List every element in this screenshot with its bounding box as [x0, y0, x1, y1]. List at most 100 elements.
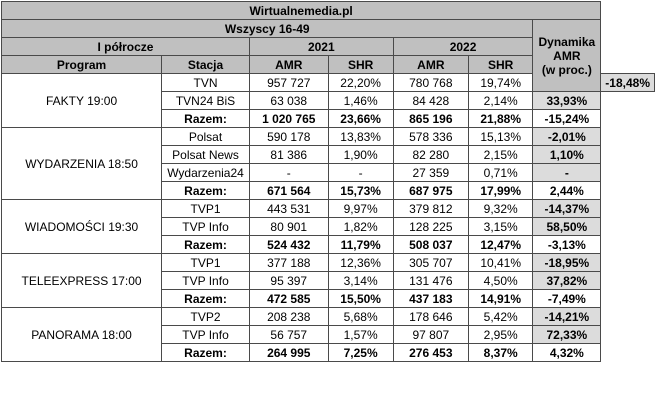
shr-2021-cell: 13,83% [327, 127, 394, 146]
shr-2021-cell: 1,82% [327, 217, 394, 236]
dynamika-cell: -14,37% [532, 199, 602, 218]
total-label: Razem: [161, 109, 250, 128]
shr-2022-cell: 15,13% [467, 127, 534, 146]
station-name: TVP2 [161, 307, 250, 326]
shr-2022-cell: 3,15% [467, 217, 534, 236]
amr-2022-cell: 687 975 [392, 181, 469, 200]
table-row: TELEEXPRESS 17:00 TVP1 377 188 12,36% 305 70… [0, 253, 655, 308]
station-name: TVP Info [161, 325, 250, 344]
amr-2021-cell: 443 531 [248, 199, 329, 218]
shr-2022-cell: 12,47% [467, 235, 534, 254]
amr-2022-cell: 27 359 [392, 163, 469, 182]
shr-2021-cell: 5,68% [327, 307, 394, 326]
dynamika-cell: 1,10% [532, 145, 602, 164]
shr-2021-cell: 22,20% [327, 73, 394, 92]
table-row: Polsat News 81 386 1,90% 82 280 2,15% 1,10% [2, 145, 655, 164]
amr-2021-cell: 377 188 [248, 253, 329, 272]
shr-2022-cell: 10,41% [467, 253, 534, 272]
amr-2022-cell: 865 196 [392, 109, 469, 128]
dynamika-cell: -3,13% [532, 235, 602, 254]
dynamika-header: Dynamika AMR (w proc.) [532, 19, 602, 92]
amr-2022-cell: 379 812 [392, 199, 469, 218]
amr-2022-column-header: AMR [392, 55, 469, 74]
shr-2022-cell: 0,71% [467, 163, 534, 182]
shr-2022-cell: 4,50% [467, 271, 534, 290]
amr-2021-column-header: AMR [248, 55, 329, 74]
station-name: Polsat [161, 127, 250, 146]
ratings-table: Wirtualnemedia.pl Wszyscy 16-49 Dynamika… [0, 1, 655, 362]
station-name: Polsat News [161, 145, 250, 164]
shr-2022-cell: 21,88% [467, 109, 534, 128]
audience-label: Wszyscy 16-49 [0, 19, 534, 38]
amr-2022-cell: 178 646 [392, 307, 469, 326]
total-row: Razem: 671 564 15,73% 687 975 17,99% 2,44% [2, 181, 655, 200]
amr-2022-cell: 780 768 [392, 73, 469, 92]
station-name: Wydarzenia24 [161, 163, 250, 182]
amr-2022-cell: 128 225 [392, 217, 469, 236]
shr-2021-cell: 11,79% [327, 235, 394, 254]
dynamika-cell: -18,48% [600, 73, 655, 92]
program-name: WYDARZENIA 18:50 [0, 127, 163, 200]
table-row: TVP Info 80 901 1,82% 128 225 3,15% 58,50% [2, 217, 655, 236]
station-name: TVP1 [161, 253, 250, 272]
shr-2022-cell: 8,37% [467, 343, 534, 362]
dynamika-line1: Dynamika [538, 34, 596, 49]
dynamika-cell: 33,93% [532, 91, 602, 110]
amr-2022-cell: 84 428 [392, 91, 469, 110]
table-body: Wirtualnemedia.pl Wszyscy 16-49 Dynamika… [0, 1, 655, 362]
amr-2021-cell: 264 995 [248, 343, 329, 362]
dynamika-line3: (w proc.) [541, 62, 592, 77]
program-column-header: Program [0, 55, 163, 74]
shr-2021-cell: 15,73% [327, 181, 394, 200]
dynamika-line2: AMR [553, 48, 581, 63]
table-row: FAKTY 19:00 TVN 957 727 22,20% 780 768 19,74%… [0, 73, 655, 128]
amr-2021-cell: 671 564 [248, 181, 329, 200]
shr-2022-cell: 19,74% [467, 73, 534, 92]
year-2022-header: 2022 [392, 37, 534, 56]
program-name: WIADOMOŚCI 19:30 [0, 199, 163, 254]
dynamika-cell: -14,21% [532, 307, 602, 326]
stacja-column-header: Stacja [161, 55, 250, 74]
shr-2021-cell: 12,36% [327, 253, 394, 272]
station-name: TVN24 BiS [161, 91, 250, 110]
amr-2021-cell: - [248, 163, 329, 182]
amr-2021-cell: 80 901 [248, 217, 329, 236]
total-label: Razem: [161, 181, 250, 200]
amr-2021-cell: 63 038 [248, 91, 329, 110]
shr-2021-cell: 3,14% [327, 271, 394, 290]
program-name: TELEEXPRESS 17:00 [0, 253, 163, 308]
shr-2021-cell: - [327, 163, 394, 182]
shr-2022-column-header: SHR [467, 55, 534, 74]
period-label: I półrocze [1, 37, 250, 56]
station-name: TVP1 [161, 199, 250, 218]
shr-2022-cell: 2,95% [467, 325, 534, 344]
amr-2021-cell: 590 178 [248, 127, 329, 146]
shr-2022-cell: 17,99% [467, 181, 534, 200]
amr-2022-cell: 578 336 [392, 127, 469, 146]
amr-2021-cell: 56 757 [248, 325, 329, 344]
total-label: Razem: [161, 343, 250, 362]
shr-2021-cell: 7,25% [327, 343, 394, 362]
shr-2021-cell: 1,57% [327, 325, 394, 344]
shr-2021-cell: 23,66% [327, 109, 394, 128]
shr-2022-cell: 5,42% [467, 307, 534, 326]
dynamika-cell: -7,49% [532, 289, 602, 308]
shr-2021-cell: 15,50% [327, 289, 394, 308]
shr-2022-cell: 9,32% [467, 199, 534, 218]
station-name: TVP Info [161, 217, 250, 236]
dynamika-cell: 58,50% [532, 217, 602, 236]
table-row: TVP Info 56 757 1,57% 97 807 2,95% 72,33% [2, 325, 655, 344]
amr-2022-cell: 276 453 [392, 343, 469, 362]
shr-2022-cell: 2,14% [467, 91, 534, 110]
program-name: PANORAMA 18:00 [0, 307, 163, 362]
station-name: TVP Info [161, 271, 250, 290]
table-row: Wydarzenia24- -27 359 0,71% - [2, 163, 655, 182]
amr-2021-cell: 1 020 765 [248, 109, 329, 128]
shr-2021-cell: 1,46% [327, 91, 394, 110]
total-row: Razem: 264 995 7,25% 276 453 8,37% 4,32% [2, 343, 655, 362]
dynamika-cell: -2,01% [532, 127, 602, 146]
shr-2021-cell: 9,97% [327, 199, 394, 218]
total-row: Razem: 1 020 765 23,66% 865 196 21,88% -15,24… [2, 109, 655, 128]
amr-2021-cell: 208 238 [248, 307, 329, 326]
shr-2021-cell: 1,90% [327, 145, 394, 164]
